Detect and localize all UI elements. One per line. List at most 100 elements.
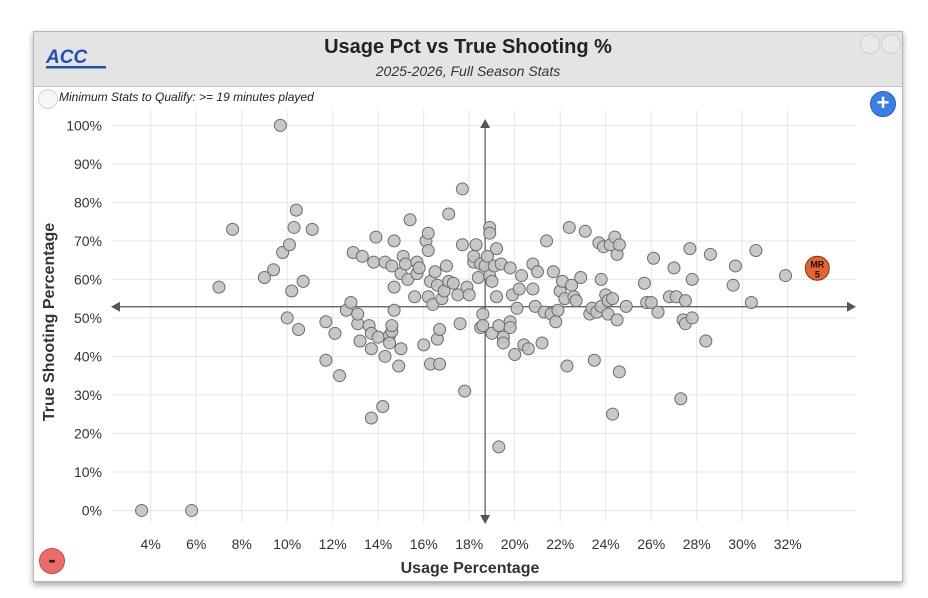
chart-window: ACC Usage Pct vs True Shooting % 2025-20…: [33, 31, 903, 582]
data-point: [458, 384, 472, 398]
data-point: [496, 336, 510, 350]
data-point: [319, 353, 333, 367]
highlight-sublabel: 5: [815, 269, 820, 279]
data-point: [526, 282, 540, 296]
data-point: [492, 319, 506, 333]
data-point: [540, 234, 554, 248]
data-point: [546, 265, 560, 279]
zoom-out-button[interactable]: -: [39, 548, 65, 574]
data-point: [587, 353, 601, 367]
data-point: [446, 276, 460, 290]
data-point: [442, 207, 456, 221]
data-point: [647, 251, 661, 265]
x-tick-label: 30%: [728, 536, 756, 552]
y-tick-label: 100%: [66, 117, 102, 133]
data-point: [574, 270, 588, 284]
data-point: [503, 261, 517, 275]
data-point: [480, 249, 494, 263]
data-point: [408, 290, 422, 304]
data-point: [778, 269, 792, 283]
data-point: [560, 359, 574, 373]
chart-header: ACC Usage Pct vs True Shooting % 2025-20…: [34, 32, 902, 87]
acc-logo: ACC: [45, 47, 106, 69]
data-point: [426, 297, 440, 311]
data-point: [280, 311, 294, 325]
data-point: [417, 338, 431, 352]
data-point: [305, 222, 319, 236]
y-tick-label: 40%: [74, 348, 102, 364]
data-point: [483, 226, 497, 240]
data-point: [492, 440, 506, 454]
data-point: [333, 369, 347, 383]
data-point: [601, 307, 615, 321]
x-tick-label: 22%: [546, 536, 574, 552]
data-point: [399, 257, 413, 271]
data-point: [387, 303, 401, 317]
x-tick-label: 18%: [455, 536, 483, 552]
x-tick-label: 32%: [774, 536, 802, 552]
data-point: [510, 301, 524, 315]
data-point: [387, 234, 401, 248]
arrow-up: [480, 119, 491, 128]
x-tick-label: 4%: [141, 536, 161, 552]
data-point: [433, 322, 447, 336]
chart-subtitle: 2025-2026, Full Season Stats: [375, 63, 561, 79]
x-tick-label: 16%: [410, 536, 438, 552]
data-point: [421, 244, 435, 258]
data-point: [226, 222, 240, 236]
data-point: [726, 278, 740, 292]
data-point: [273, 118, 287, 132]
data-point: [401, 272, 415, 286]
data-point: [549, 315, 563, 329]
data-point: [364, 411, 378, 425]
data-point: [289, 203, 303, 217]
data-point: [469, 238, 483, 252]
data-point: [530, 265, 544, 279]
data-point: [471, 270, 485, 284]
data-point: [351, 307, 365, 321]
window-button-right[interactable]: [881, 34, 901, 54]
data-point: [551, 303, 565, 317]
y-tick-label: 70%: [74, 233, 102, 249]
data-point: [135, 503, 149, 517]
window-button-left[interactable]: [860, 34, 880, 54]
x-tick-label: 8%: [232, 536, 252, 552]
x-axis-label: Usage Percentage: [401, 560, 540, 577]
data-point: [512, 282, 526, 296]
data-point: [385, 319, 399, 333]
data-point: [610, 313, 624, 327]
data-point: [392, 359, 406, 373]
data-point: [637, 276, 651, 290]
data-point: [490, 242, 504, 256]
data-point: [292, 322, 306, 336]
x-tick-label: 10%: [273, 536, 301, 552]
data-point: [367, 255, 381, 269]
y-axis-label: True Shooting Percentage: [41, 223, 58, 421]
data-point: [285, 284, 299, 298]
data-point: [644, 296, 658, 310]
data-point: [683, 242, 697, 256]
qualify-toggle[interactable]: [38, 89, 58, 109]
y-tick-label: 60%: [74, 271, 102, 287]
data-point: [455, 182, 469, 196]
data-point: [378, 349, 392, 363]
data-point: [403, 213, 417, 227]
x-tick-label: 24%: [592, 536, 620, 552]
data-point: [462, 288, 476, 302]
y-tick-label: 50%: [74, 310, 102, 326]
data-point: [619, 299, 633, 313]
y-tick-label: 20%: [74, 425, 102, 441]
data-point: [485, 274, 499, 288]
scatter-plot: 4% 6% 8% 10% 12% 14% 16% 18% 20% 22% 24% 26% 28% 30% 3…: [41, 110, 856, 577]
data-point: [578, 224, 592, 238]
data-point: [606, 407, 620, 421]
data-point: [515, 269, 529, 283]
data-point: [433, 357, 447, 371]
zoom-in-button[interactable]: +: [870, 91, 896, 117]
data-point: [282, 238, 296, 252]
data-point: [651, 305, 665, 319]
data-point: [257, 270, 271, 284]
data-point: [387, 280, 401, 294]
data-point: [569, 294, 583, 308]
arrow-down: [480, 515, 491, 524]
